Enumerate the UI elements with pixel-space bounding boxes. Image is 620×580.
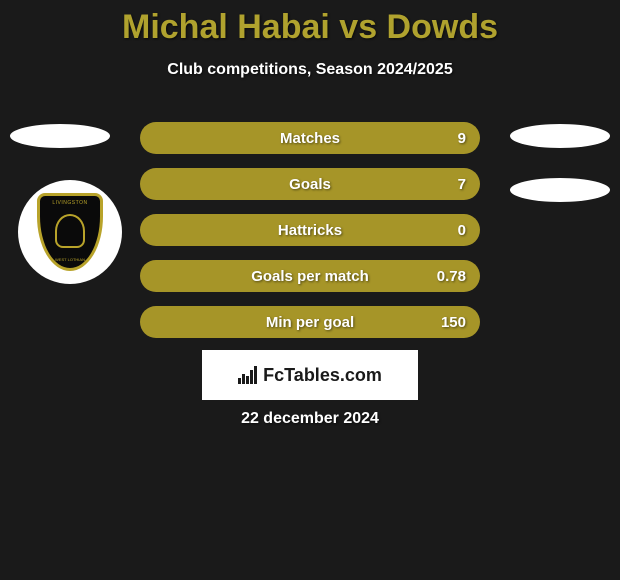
comparison-subtitle: Club competitions, Season 2024/2025 [0,61,620,79]
bar-chart-icon [238,366,257,384]
player-avatar-left-placeholder [10,124,110,148]
branding-badge[interactable]: FcTables.com [202,350,418,400]
stat-label: Matches [154,130,466,147]
stat-value: 9 [458,130,466,147]
brand-text: FcTables.com [263,365,382,386]
stat-value: 150 [441,314,466,331]
club-crest-left: LIVINGSTON WEST LOTHIAN [18,180,122,284]
stat-row-min-per-goal: Min per goal 150 [140,306,480,338]
stats-list: Matches 9 Goals 7 Hattricks 0 Goals per … [140,122,480,352]
stat-value: 7 [458,176,466,193]
stat-row-hattricks: Hattricks 0 [140,214,480,246]
club-crest-right-placeholder [510,178,610,202]
comparison-title: Michal Habai vs Dowds [0,0,620,47]
stat-value: 0 [458,222,466,239]
stat-row-matches: Matches 9 [140,122,480,154]
shield-icon: LIVINGSTON WEST LOTHIAN [37,193,103,271]
player-avatar-right-placeholder [510,124,610,148]
stat-row-goals-per-match: Goals per match 0.78 [140,260,480,292]
snapshot-date: 22 december 2024 [0,410,620,428]
stat-row-goals: Goals 7 [140,168,480,200]
stat-label: Min per goal [154,314,466,331]
crest-bottom-text: WEST LOTHIAN [40,257,100,262]
crest-top-text: LIVINGSTON [40,200,100,206]
stat-label: Goals per match [154,268,466,285]
stat-value: 0.78 [437,268,466,285]
stat-label: Goals [154,176,466,193]
stat-label: Hattricks [154,222,466,239]
